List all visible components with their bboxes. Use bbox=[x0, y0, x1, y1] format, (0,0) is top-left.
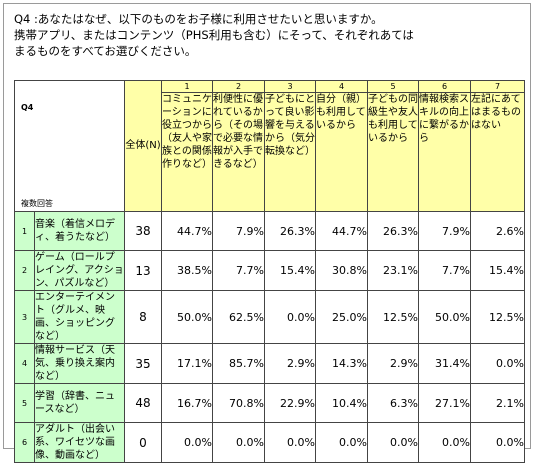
value-cell: 14.3% bbox=[315, 343, 368, 384]
value-cell: 62.5% bbox=[212, 290, 265, 344]
question-id: Q4 bbox=[21, 103, 34, 112]
value-cell: 2.9% bbox=[264, 343, 316, 384]
value-cell: 27.1% bbox=[418, 383, 471, 423]
value-cell: 0.0% bbox=[367, 422, 419, 463]
total-header: 全体(N) bbox=[124, 80, 162, 212]
value-cell: 15.4% bbox=[264, 250, 316, 291]
total-cell: 38 bbox=[124, 211, 162, 251]
value-cell: 2.6% bbox=[470, 211, 525, 251]
value-cell: 0.0% bbox=[212, 422, 265, 463]
column-number: 3 bbox=[264, 80, 316, 93]
column-number-row: Q4 複数回答 全体(N) 1 2 3 4 5 6 7 bbox=[14, 80, 525, 212]
column-number: 6 bbox=[418, 80, 471, 93]
column-header: 自分（親）も利用しているから bbox=[315, 92, 368, 212]
value-cell: 25.0% bbox=[315, 290, 368, 344]
value-cell: 7.7% bbox=[212, 250, 265, 291]
table-row: 4 情報サービス（天気、乗り換え案内など） 35 17.1% 85.7% 2.9% 14.3… bbox=[14, 343, 525, 384]
value-cell: 0.0% bbox=[470, 343, 525, 384]
row-label: アダルト（出会い系、ワイセツな画像、動画など） bbox=[34, 422, 125, 463]
column-number: 2 bbox=[212, 80, 265, 93]
row-label: 音楽（着信メロディ、着うたなど） bbox=[34, 211, 125, 251]
table-body: 1 音楽（着信メロディ、着うたなど） 38 44.7% 7.9% 26.3% 44.7% 26… bbox=[14, 211, 525, 463]
value-cell: 23.1% bbox=[367, 250, 419, 291]
value-cell: 0.0% bbox=[264, 422, 316, 463]
total-cell: 8 bbox=[124, 290, 162, 344]
value-cell: 26.3% bbox=[264, 211, 316, 251]
row-label: 学習（辞書、ニュースなど） bbox=[34, 383, 125, 423]
column-label-row: コミュニケーションに役立つから（友人や家族との関係作りなど） 利便性に優れている… bbox=[15, 92, 525, 212]
total-cell: 13 bbox=[124, 250, 162, 291]
value-cell: 85.7% bbox=[212, 343, 265, 384]
question-line-1: Q4 :あなたはなぜ、以下のものをお子様に利用させたいと思いますか。 bbox=[14, 12, 383, 26]
value-cell: 0.0% bbox=[470, 422, 525, 463]
value-cell: 2.9% bbox=[367, 343, 419, 384]
row-number: 5 bbox=[14, 383, 35, 423]
survey-table: Q4 複数回答 全体(N) 1 2 3 4 5 6 7 コミュニケーションに役立… bbox=[14, 80, 525, 463]
row-number: 3 bbox=[14, 290, 35, 344]
column-number: 4 bbox=[315, 80, 368, 93]
value-cell: 15.4% bbox=[470, 250, 525, 291]
total-cell: 0 bbox=[124, 422, 162, 463]
value-cell: 50.0% bbox=[418, 290, 471, 344]
value-cell: 6.3% bbox=[367, 383, 419, 423]
value-cell: 12.5% bbox=[470, 290, 525, 344]
table-row: 5 学習（辞書、ニュースなど） 48 16.7% 70.8% 22.9% 10.4% 6.3%… bbox=[14, 383, 525, 423]
value-cell: 44.7% bbox=[315, 211, 368, 251]
value-cell: 0.0% bbox=[161, 422, 213, 463]
row-number: 1 bbox=[14, 211, 35, 251]
column-header: 利便性に優れているから（その場で必要な情報が入手できるなど） bbox=[212, 92, 265, 212]
value-cell: 12.5% bbox=[367, 290, 419, 344]
multiple-answer-note: 複数回答 bbox=[21, 199, 53, 208]
row-number: 4 bbox=[14, 343, 35, 384]
value-cell: 7.7% bbox=[418, 250, 471, 291]
row-number: 2 bbox=[14, 250, 35, 291]
question-line-3: まるものをすべてお選びください。 bbox=[14, 44, 197, 58]
question-line-2: 携帯アプリ、またはコンテンツ（PHS利用も含む）にそって、それぞれあては bbox=[14, 28, 414, 42]
value-cell: 10.4% bbox=[315, 383, 368, 423]
value-cell: 38.5% bbox=[161, 250, 213, 291]
value-cell: 0.0% bbox=[264, 290, 316, 344]
column-header: 情報検索スキルの向上に繋がるから bbox=[418, 92, 471, 212]
value-cell: 50.0% bbox=[161, 290, 213, 344]
table-row: 3 エンターテイメント（グルメ、映画、ショッピングなど） 8 50.0% 62.5% 0.… bbox=[14, 290, 525, 344]
value-cell: 17.1% bbox=[161, 343, 213, 384]
row-label: エンターテイメント（グルメ、映画、ショッピングなど） bbox=[34, 290, 125, 344]
column-header: コミュニケーションに役立つから（友人や家族との関係作りなど） bbox=[161, 92, 213, 212]
value-cell: 0.0% bbox=[418, 422, 471, 463]
question-text: Q4 :あなたはなぜ、以下のものをお子様に利用させたいと思いますか。 携帯アプリ… bbox=[14, 11, 529, 59]
column-number: 5 bbox=[367, 80, 419, 93]
value-cell: 30.8% bbox=[315, 250, 368, 291]
total-cell: 48 bbox=[124, 383, 162, 423]
value-cell: 22.9% bbox=[264, 383, 316, 423]
table-row: 6 アダルト（出会い系、ワイセツな画像、動画など） 0 0.0% 0.0% 0.0% 0.0… bbox=[14, 422, 525, 463]
table-corner: Q4 複数回答 bbox=[14, 80, 125, 212]
column-header: 子どもにとって良い影響を与えるから（気分転換など） bbox=[264, 92, 316, 212]
value-cell: 26.3% bbox=[367, 211, 419, 251]
row-label: ゲーム（ロールプレイング、アクション、パズルなど） bbox=[34, 250, 125, 291]
column-header: 左記にあてはまるものはない bbox=[470, 92, 525, 212]
row-number: 6 bbox=[14, 422, 35, 463]
value-cell: 0.0% bbox=[315, 422, 368, 463]
column-number: 1 bbox=[161, 80, 213, 93]
table-row: 2 ゲーム（ロールプレイング、アクション、パズルなど） 13 38.5% 7.7% 15.… bbox=[14, 250, 525, 291]
value-cell: 16.7% bbox=[161, 383, 213, 423]
value-cell: 7.9% bbox=[418, 211, 471, 251]
value-cell: 70.8% bbox=[212, 383, 265, 423]
value-cell: 7.9% bbox=[212, 211, 265, 251]
row-label: 情報サービス（天気、乗り換え案内など） bbox=[34, 343, 125, 384]
column-number: 7 bbox=[470, 80, 525, 93]
value-cell: 2.1% bbox=[470, 383, 525, 423]
value-cell: 44.7% bbox=[161, 211, 213, 251]
total-cell: 35 bbox=[124, 343, 162, 384]
table-row: 1 音楽（着信メロディ、着うたなど） 38 44.7% 7.9% 26.3% 44.7% 26… bbox=[14, 211, 525, 251]
value-cell: 31.4% bbox=[418, 343, 471, 384]
column-header: 子どもの同級生や友人も利用しているから bbox=[367, 92, 419, 212]
